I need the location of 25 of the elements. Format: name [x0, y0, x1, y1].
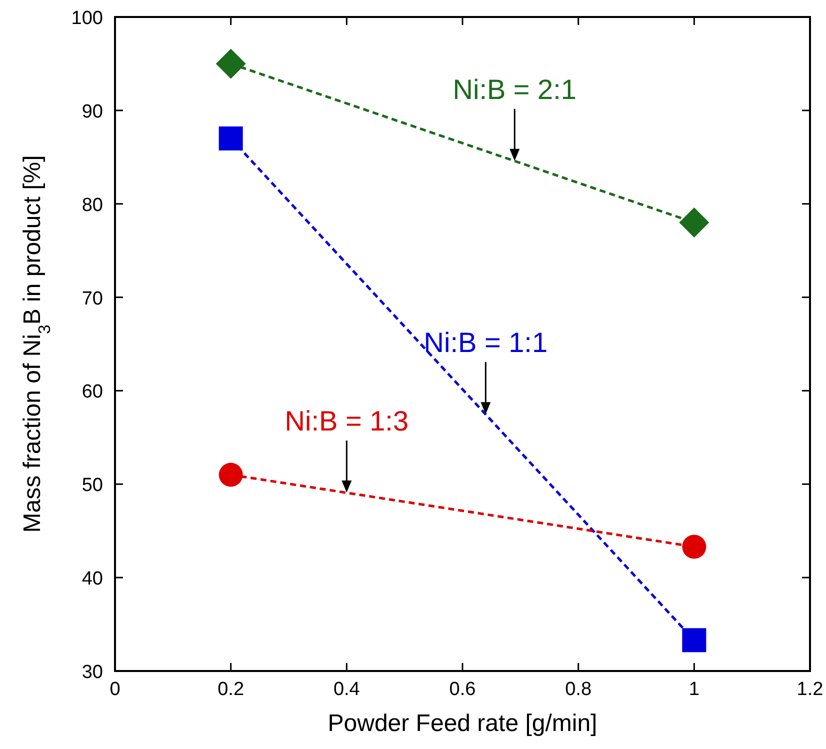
x-tick-label: 1 — [688, 679, 700, 700]
x-tick-label: 0.2 — [218, 679, 244, 700]
y-tick-label: 40 — [82, 568, 103, 590]
y-tick-label: 60 — [82, 382, 103, 403]
annotation: Ni:B = 2:1 — [452, 74, 576, 105]
point — [216, 48, 246, 79]
point — [682, 628, 706, 652]
y-tick-label: 90 — [82, 101, 103, 122]
x-tick-label: 0 — [110, 679, 120, 700]
x-tick-label: 0.6 — [449, 679, 476, 700]
x-tick-label: 0.8 — [565, 679, 592, 700]
point — [218, 126, 243, 150]
annotation: Ni:B = 1:3 — [284, 406, 409, 437]
point — [682, 534, 706, 559]
y-tick-label: 100 — [71, 8, 103, 29]
x-axis-title: Powder Feed rate [g/min] — [328, 710, 598, 737]
y-tick-label: 80 — [82, 194, 103, 216]
y-tick-label: 50 — [82, 475, 103, 496]
y-tick-label: 30 — [82, 662, 103, 683]
y-tick-label: 70 — [82, 288, 103, 310]
annotation: Ni:B = 1:1 — [424, 327, 548, 358]
x-tick-label: 0.4 — [333, 679, 360, 700]
x-tick-label: 1.2 — [796, 679, 824, 700]
point — [679, 208, 710, 238]
point — [218, 462, 243, 487]
